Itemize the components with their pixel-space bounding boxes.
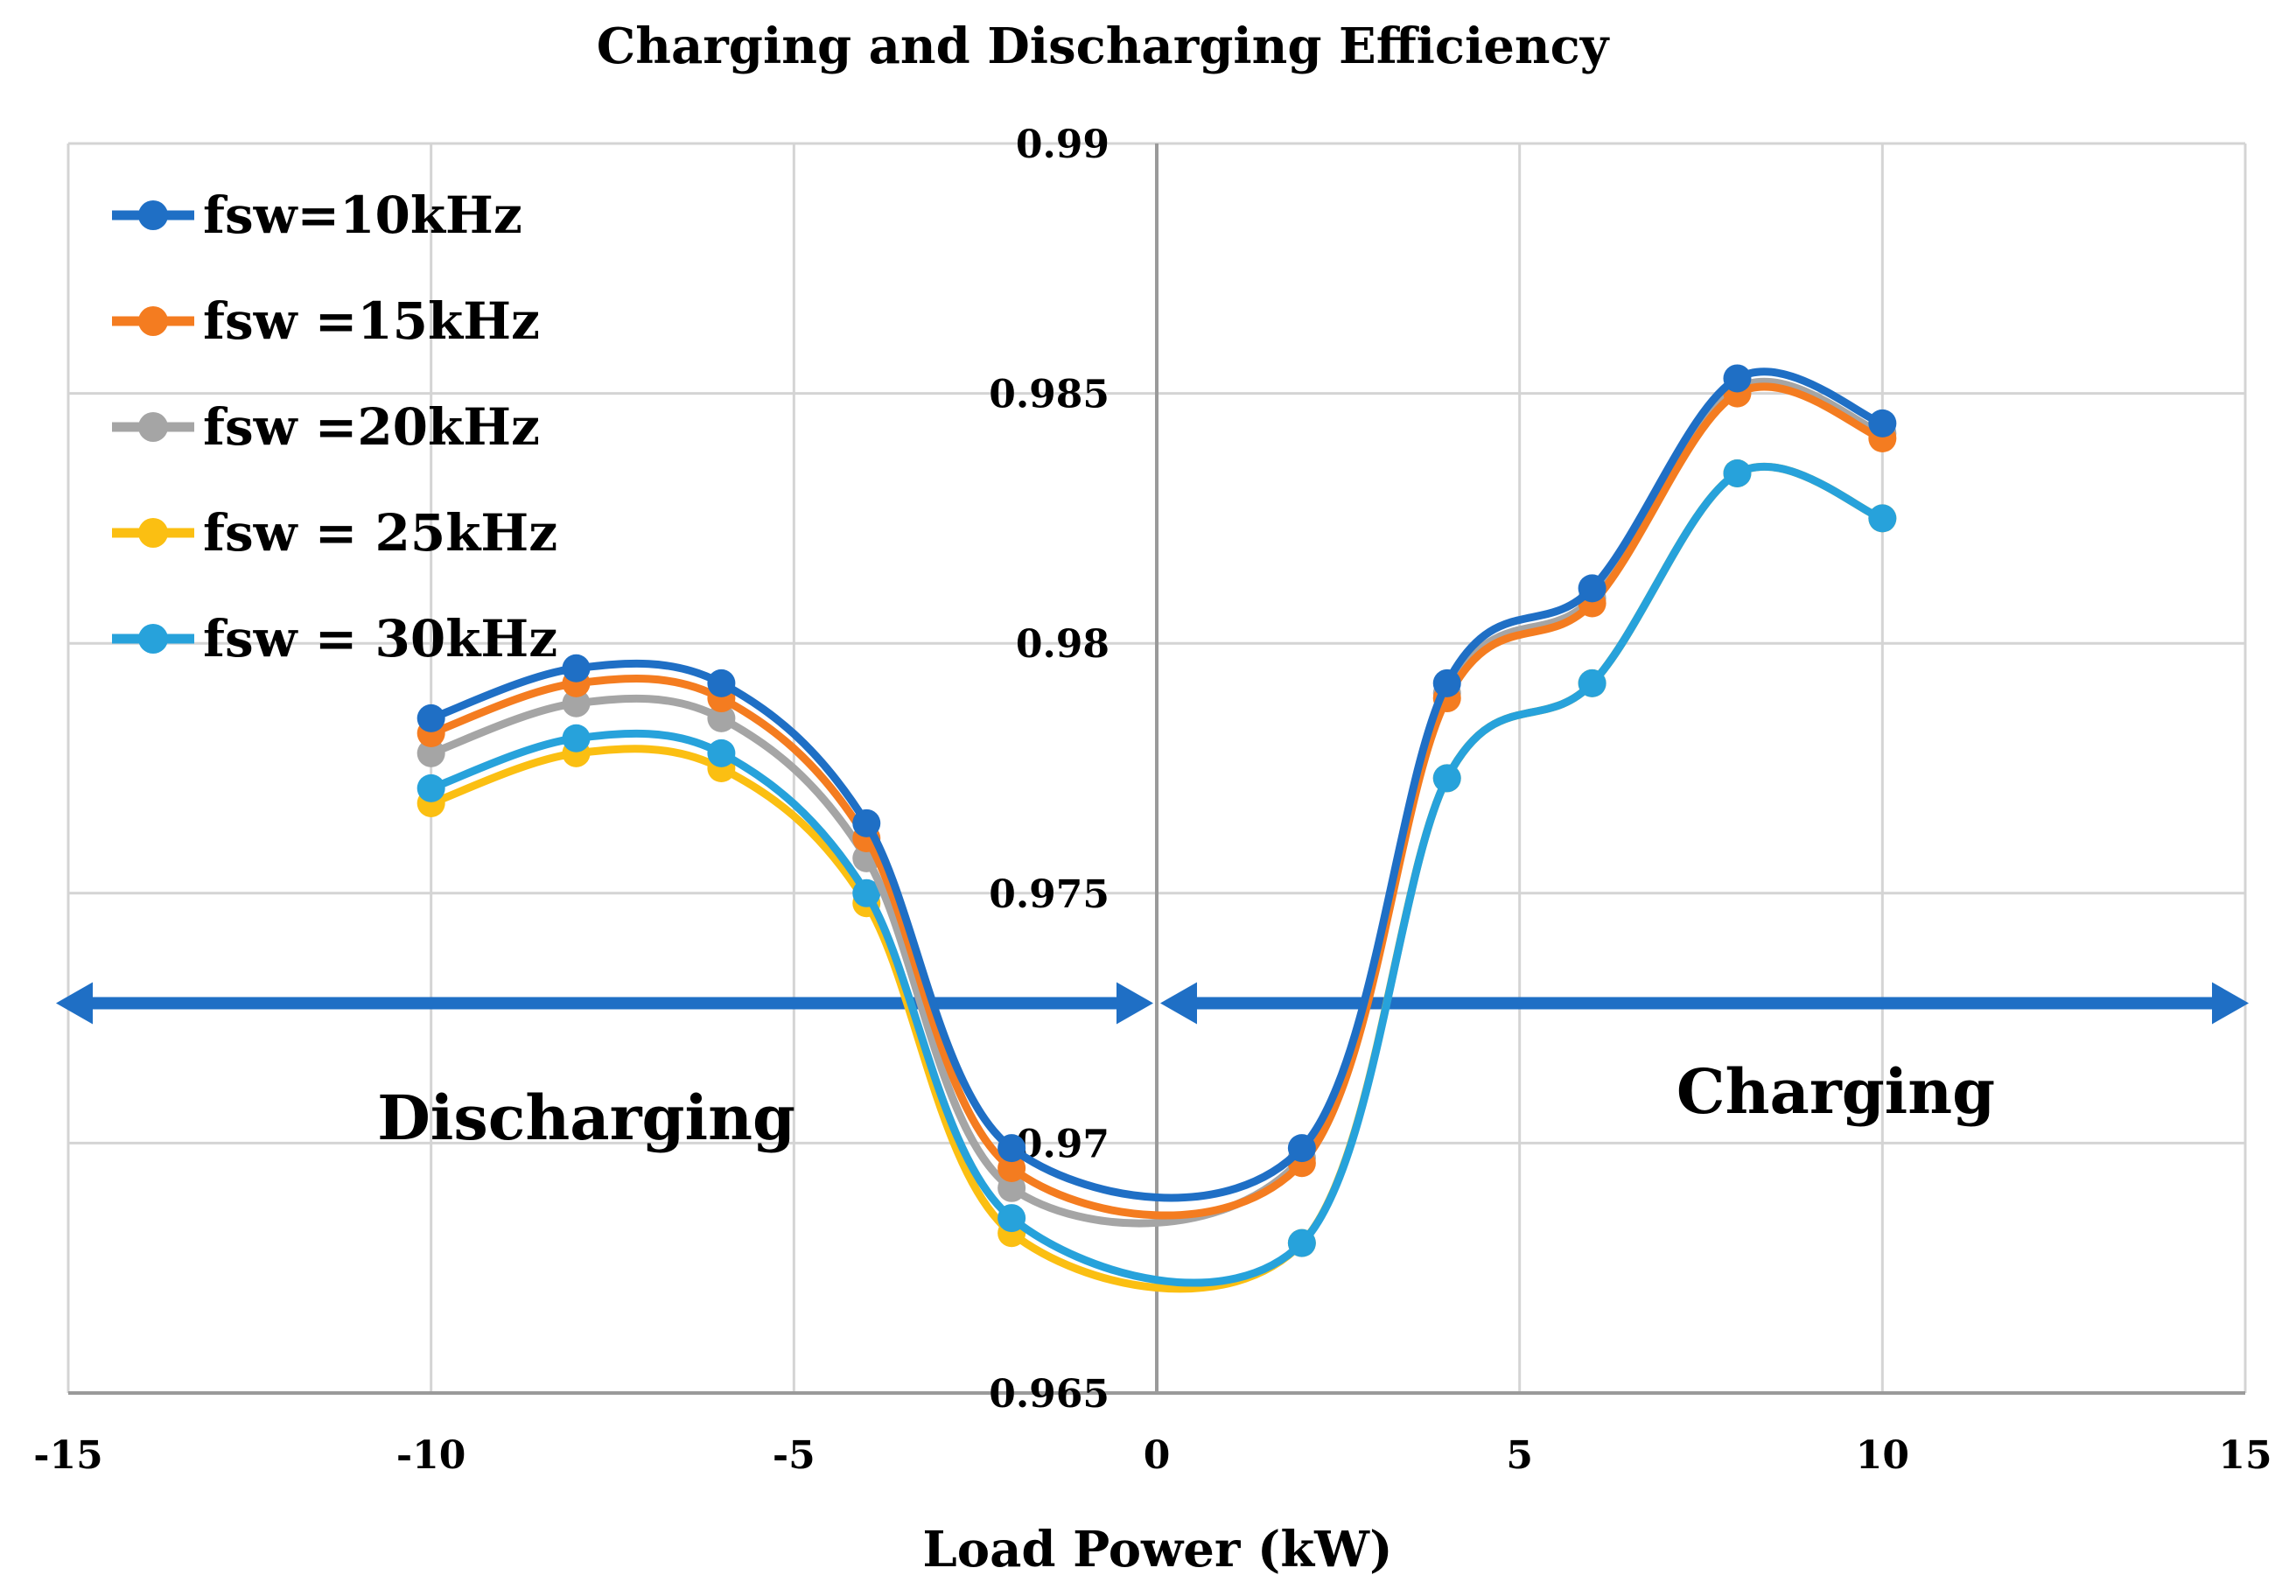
data-point (1287, 1228, 1316, 1257)
data-point (416, 704, 445, 732)
data-point (998, 1204, 1026, 1233)
data-point (1723, 364, 1752, 393)
y-tick-label: 0.98 (1016, 622, 1110, 667)
data-point (852, 808, 881, 837)
x-tick-label: -10 (396, 1433, 466, 1478)
data-point (1432, 764, 1461, 793)
data-point (707, 668, 736, 697)
x-tick-label: 5 (1506, 1433, 1533, 1478)
legend-item: fsw = 30kHz (112, 609, 557, 668)
discharging-arrowhead-left (56, 982, 93, 1025)
x-tick-label: -5 (773, 1433, 816, 1478)
data-point (1868, 409, 1897, 438)
data-point (707, 704, 736, 732)
legend-swatch-marker (138, 412, 168, 442)
y-tick-label: 0.975 (989, 872, 1110, 917)
data-point (1723, 458, 1752, 487)
legend-swatch-marker (138, 306, 168, 336)
chart-title: Charging and Discharging Efficiency (597, 18, 1610, 75)
discharging-annotation: Discharging (377, 1082, 795, 1154)
series-lines (416, 364, 1897, 1293)
legend-item: fsw = 25kHz (112, 503, 557, 563)
legend-label: fsw = 25kHz (203, 503, 557, 563)
data-point (1432, 668, 1461, 697)
legend-item: fsw =20kHz (112, 397, 540, 457)
data-point (562, 654, 591, 682)
series-fsw-30khz (416, 458, 1897, 1287)
axes (68, 144, 2245, 1395)
data-point (1287, 1134, 1316, 1163)
charging-annotation: Charging (1676, 1055, 1995, 1128)
legend-item: fsw=10kHz (112, 186, 522, 245)
data-point (562, 724, 591, 752)
data-point (1578, 668, 1606, 697)
series-fsw-10khz (416, 364, 1897, 1202)
legend-item: fsw =15kHz (112, 291, 540, 351)
charging-arrowhead-right (2212, 982, 2249, 1025)
data-point (562, 689, 591, 718)
y-tick-label: 0.965 (989, 1372, 1110, 1417)
data-point (416, 774, 445, 802)
legend-swatch-marker (138, 624, 168, 654)
legend-label: fsw =20kHz (203, 397, 540, 457)
legend-label: fsw=10kHz (203, 186, 522, 245)
legend-label: fsw = 30kHz (203, 609, 557, 668)
x-tick-label: 0 (1144, 1433, 1171, 1478)
discharging-arrowhead-right (1116, 982, 1153, 1025)
direction-arrows (56, 982, 2249, 1025)
series-line (430, 382, 1884, 1220)
data-point (1868, 504, 1897, 533)
x-axis-label: Load Power (kW) (922, 1521, 1392, 1578)
x-tick-label: -15 (33, 1433, 103, 1478)
x-tick-labels: -15 -10 -5 0 5 10 15 (33, 1433, 2272, 1478)
data-point (998, 1173, 1026, 1202)
data-point (998, 1134, 1026, 1163)
legend: fsw=10kHz fsw =15kHz fsw =20kHz fsw = 25kHz… (112, 186, 557, 668)
y-tick-label: 0.985 (989, 373, 1110, 417)
series-line (430, 462, 1884, 1287)
legend-swatch-marker (138, 200, 168, 230)
y-tick-label: 0.99 (1016, 122, 1110, 167)
legend-label: fsw =15kHz (203, 291, 540, 351)
series-line (430, 368, 1884, 1202)
x-tick-label: 15 (2218, 1433, 2272, 1478)
data-point (998, 1153, 1026, 1182)
charging-arrowhead-left (1160, 982, 1197, 1025)
data-point (707, 738, 736, 767)
legend-swatch-marker (138, 518, 168, 548)
data-point (852, 878, 881, 907)
data-point (1578, 574, 1606, 603)
data-point (416, 738, 445, 767)
x-tick-label: 10 (1856, 1433, 1909, 1478)
